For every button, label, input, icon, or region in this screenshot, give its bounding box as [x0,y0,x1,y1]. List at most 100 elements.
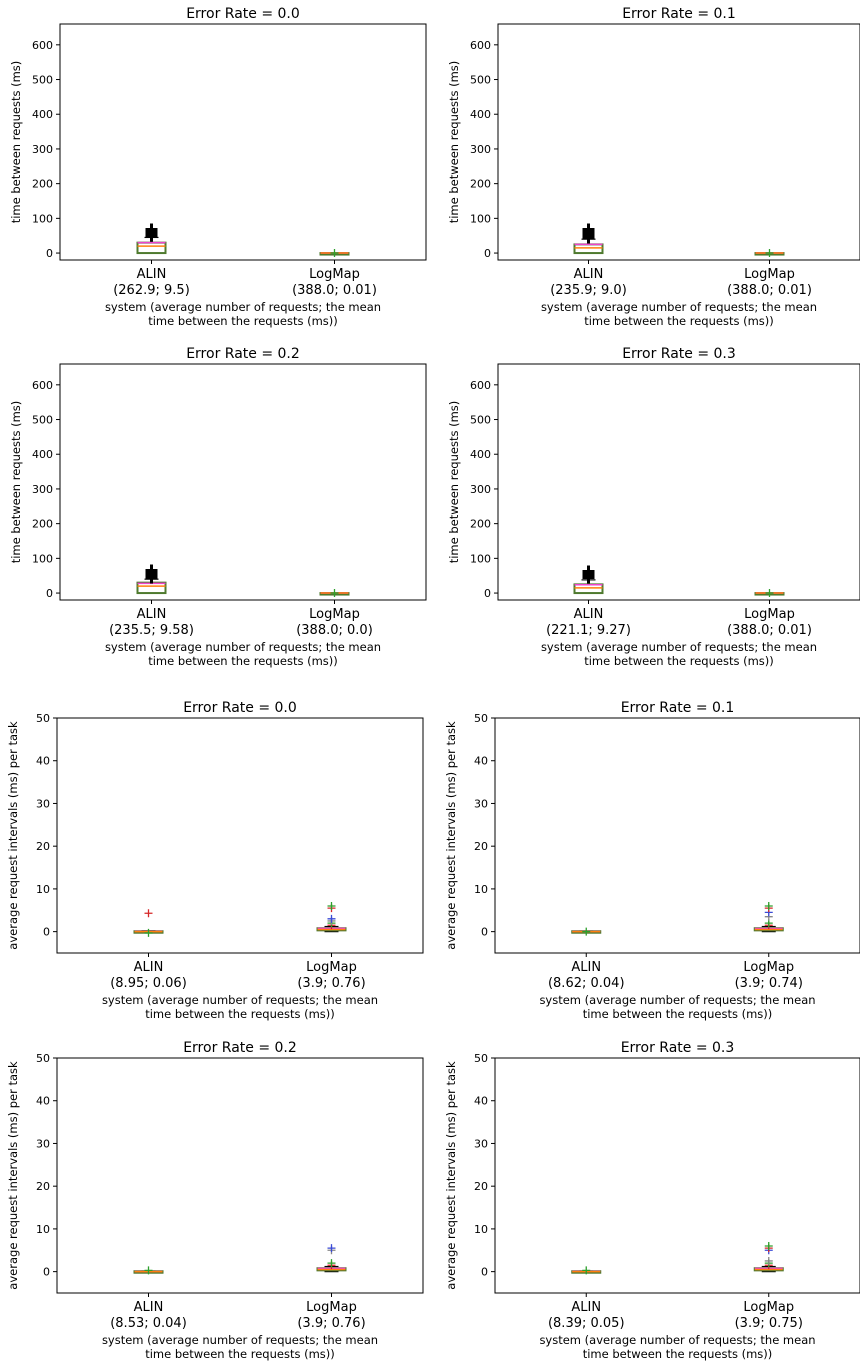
y-tick-label: 30 [474,1137,488,1150]
y-tick-label: 100 [32,212,53,225]
y-tick-label: 500 [470,414,491,427]
x-axis-label-line1: system (average number of requests; the … [541,300,817,314]
flier-marker [144,928,153,937]
y-tick-label: 500 [32,414,53,427]
y-tick-label: 500 [470,74,491,87]
box [573,583,604,595]
x-category-label: LogMap [744,607,795,622]
y-tick-label: 0 [484,247,491,260]
x-category-annotation: (221.1; 9.27) [546,623,631,638]
flier-marker [327,902,336,910]
panel-7: Error Rate = 0.3 0 10 20 30 40 50 average reque… [444,1040,860,1361]
chart-title: Error Rate = 0.2 [186,346,300,362]
flier-marker [330,589,339,598]
y-tick-label: 40 [36,755,50,768]
flier-marker [582,565,595,578]
x-axis-label-line1: system (average number of requests; the … [105,640,381,654]
y-tick-label: 50 [474,712,488,725]
plot-frame [497,23,860,261]
x-category-label: LogMap [306,1300,357,1315]
y-axis-label: average request intervals (ms) per task [6,1061,20,1290]
x-axis-label-line1: system (average number of requests; the … [541,640,817,654]
y-tick-label: 400 [470,448,491,461]
x-category-annotation: (8.53; 0.04) [110,1316,187,1331]
x-category-annotation: (3.9; 0.76) [297,1316,365,1331]
x-category-annotation: (388.0; 0.01) [727,623,812,638]
y-tick-label: 200 [32,178,53,191]
y-axis-label: average request intervals (ms) per task [444,1061,458,1290]
x-category-annotation: (388.0; 0.0) [296,623,373,638]
x-category-label: ALIN [134,1300,164,1315]
flier-marker [765,589,774,598]
panel-4: Error Rate = 0.0 0 10 20 30 40 50 average reque… [6,700,424,1021]
chart-title: Error Rate = 0.0 [186,6,300,22]
x-category-label: ALIN [134,960,164,975]
chart-title: Error Rate = 0.2 [183,1040,297,1056]
y-tick-label: 10 [474,883,488,896]
y-tick-label: 400 [32,108,53,121]
x-axis-label-line2: time between the requests (ms)) [584,314,774,328]
flier-marker [765,249,774,258]
x-category-annotation: (235.5; 9.58) [109,623,194,638]
y-tick-label: 0 [484,587,491,600]
x-category-label: LogMap [309,607,360,622]
x-category-annotation: (262.9; 9.5) [113,283,190,298]
y-tick-label: 0 [481,926,488,939]
y-tick-label: 10 [36,1223,50,1236]
x-category-annotation: (8.95; 0.06) [110,976,187,991]
plot-frame [59,363,427,601]
chart-title: Error Rate = 0.3 [622,346,736,362]
y-tick-label: 50 [36,1052,50,1065]
flier-marker [144,909,153,918]
x-category-label: ALIN [571,1300,601,1315]
y-tick-label: 20 [36,840,50,853]
x-category-annotation: (3.9; 0.75) [735,1316,803,1331]
panel-6: Error Rate = 0.2 0 10 20 30 40 50 average reque… [6,1040,424,1361]
y-tick-label: 30 [36,797,50,810]
y-tick-label: 0 [46,587,53,600]
y-tick-label: 0 [43,1266,50,1279]
flier-marker [582,223,595,236]
flier-marker [145,564,158,577]
x-axis-label-line1: system (average number of requests; the … [539,993,815,1007]
plot-frame [497,363,860,601]
y-tick-label: 50 [36,712,50,725]
y-tick-label: 300 [470,483,491,496]
flier-marker [764,902,773,910]
y-tick-label: 400 [470,108,491,121]
plot-frame [56,717,424,954]
plot-frame [494,1057,860,1294]
y-tick-label: 400 [32,448,53,461]
panel-0: Error Rate = 0.0 0 100 200 300 400 500 600 time … [9,6,427,328]
x-category-annotation: (8.62; 0.04) [548,976,625,991]
plot-frame [56,1057,424,1294]
y-axis-label: time between requests (ms) [9,401,23,564]
y-tick-label: 500 [32,74,53,87]
y-tick-label: 10 [36,883,50,896]
chart-title: Error Rate = 0.1 [622,6,736,22]
y-tick-label: 100 [470,552,491,565]
flier-marker [330,249,339,258]
y-tick-label: 300 [32,483,53,496]
y-tick-label: 40 [474,1095,488,1108]
flier-marker [327,914,336,923]
y-tick-label: 100 [32,552,53,565]
y-tick-label: 600 [32,379,53,392]
x-category-label: LogMap [309,267,360,282]
x-axis-label-line2: time between the requests (ms)) [145,1007,335,1021]
flier-marker [145,223,158,236]
y-tick-label: 30 [474,797,488,810]
y-tick-label: 20 [36,1180,50,1193]
plot-frame [494,717,860,954]
flier-marker [327,1244,336,1253]
y-tick-label: 600 [32,39,53,52]
y-axis-label: time between requests (ms) [447,401,461,564]
y-tick-label: 200 [470,518,491,531]
plot-frame [59,23,427,261]
panel-1: Error Rate = 0.1 0 100 200 300 400 500 600 time … [447,6,860,328]
x-axis-label-line2: time between the requests (ms)) [148,314,338,328]
y-axis-label: time between requests (ms) [447,61,461,224]
y-tick-label: 40 [36,1095,50,1108]
flier-marker [582,927,591,936]
x-category-label: ALIN [574,607,604,622]
